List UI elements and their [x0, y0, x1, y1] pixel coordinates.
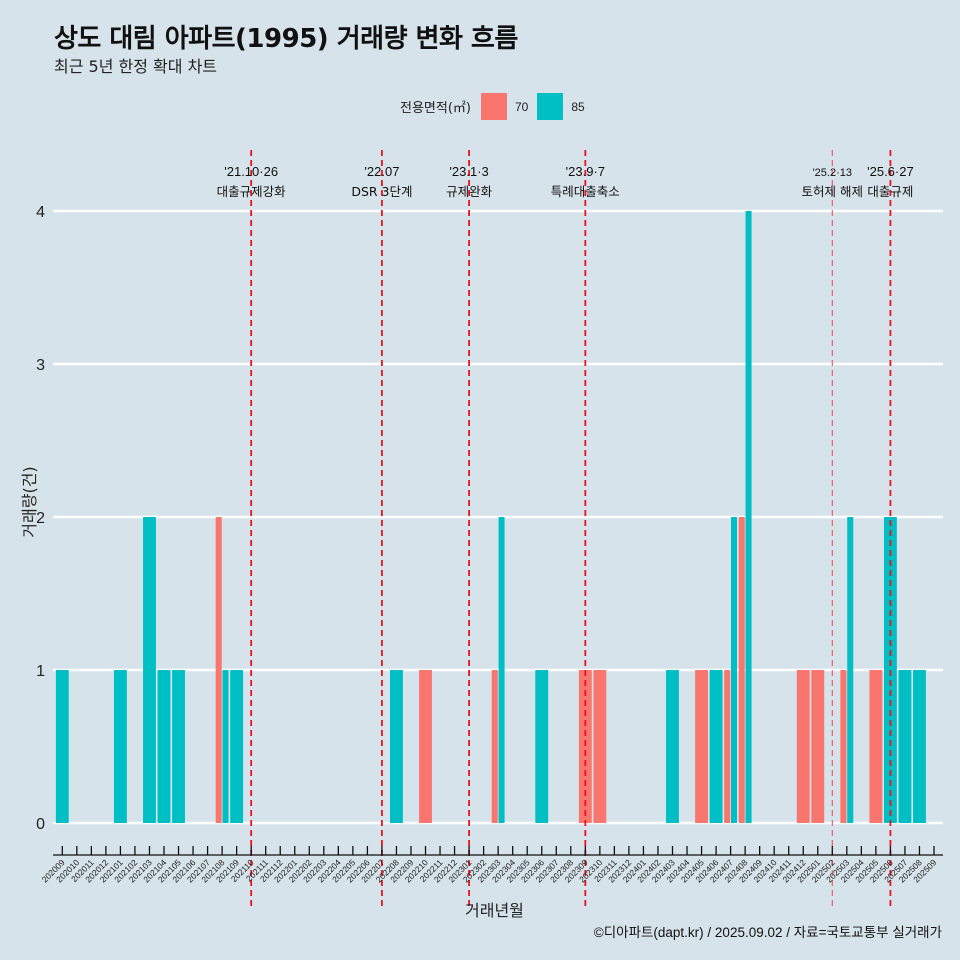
bar-85-202408 — [745, 211, 752, 823]
source-caption: ©디아파트(dapt.kr) / 2025.09.02 / 자료=국토교통부 실… — [593, 925, 942, 940]
bar-70-202210 — [419, 670, 432, 823]
bar-85-202101 — [113, 670, 127, 823]
chart-subtitle: 최근 5년 한정 확대 차트 — [54, 57, 218, 76]
bar-85-202306 — [535, 670, 549, 823]
bar-70-202505 — [869, 670, 883, 823]
bar-85-202507 — [898, 670, 912, 823]
bar-70-202310 — [593, 670, 607, 823]
bar-70-202407 — [724, 670, 731, 823]
bar-85-202407 — [731, 517, 738, 823]
legend-swatch-85 — [537, 93, 564, 120]
y-tick-label: 4 — [36, 204, 45, 221]
event-date: '21.10·26 — [224, 164, 278, 179]
y-tick-label: 1 — [36, 663, 45, 680]
bar-70-202412 — [796, 670, 810, 823]
event-label: 대출규제강화 — [217, 184, 287, 199]
bar-70-202309 — [578, 670, 592, 823]
legend: 전용면적(㎡) 70 85 — [400, 93, 594, 120]
chart-title: 상도 대림 아파트(1995) 거래량 변화 흐름 — [54, 24, 518, 54]
event-label: 규제완화 — [446, 184, 493, 199]
event-date: '22.07 — [364, 164, 399, 179]
bar-70-202108 — [215, 517, 222, 823]
bar-85-202105 — [172, 670, 185, 823]
x-axis-title: 거래년월 — [465, 901, 524, 920]
event-label: 토허제 해제 — [802, 184, 863, 199]
bar-85-202406 — [709, 670, 723, 823]
bar-85-202009 — [55, 670, 69, 823]
bar-85-202303 — [498, 517, 505, 823]
bar-85-202103 — [143, 517, 156, 823]
legend-swatch-70 — [480, 93, 507, 120]
bar-70-202503 — [840, 670, 847, 823]
bar-85-202508 — [913, 670, 926, 823]
event-label: DSR 3단계 — [351, 184, 412, 199]
legend-label-70: 70 — [514, 99, 529, 114]
bar-85-202208 — [390, 670, 403, 823]
y-tick-label: 0 — [36, 816, 45, 833]
bar-70-202408 — [738, 517, 745, 823]
event-date: '23.9·7 — [566, 164, 605, 179]
event-label: 특례대출축소 — [551, 184, 620, 199]
bar-85-202104 — [157, 670, 171, 823]
bar-85-202108 — [222, 670, 229, 823]
bar-85-202403 — [666, 670, 679, 823]
event-label: 대출규제 — [867, 184, 913, 199]
event-date: '25.6·27 — [867, 164, 914, 179]
y-tick-label: 3 — [36, 357, 45, 374]
bar-85-202109 — [230, 670, 244, 823]
legend-label-85: 85 — [571, 99, 585, 114]
event-date: '23.1·3 — [449, 164, 488, 179]
bar-70-202501 — [811, 670, 825, 823]
bar-85-202503 — [847, 517, 854, 823]
bar-70-202303 — [491, 670, 498, 823]
bar-70-202405 — [695, 670, 708, 823]
legend-title: 전용면적(㎡) — [400, 101, 471, 116]
y-tick-label: 2 — [36, 510, 45, 527]
event-date: '25.2·13 — [813, 167, 852, 179]
y-axis-title: 거래량(건) — [20, 466, 39, 538]
